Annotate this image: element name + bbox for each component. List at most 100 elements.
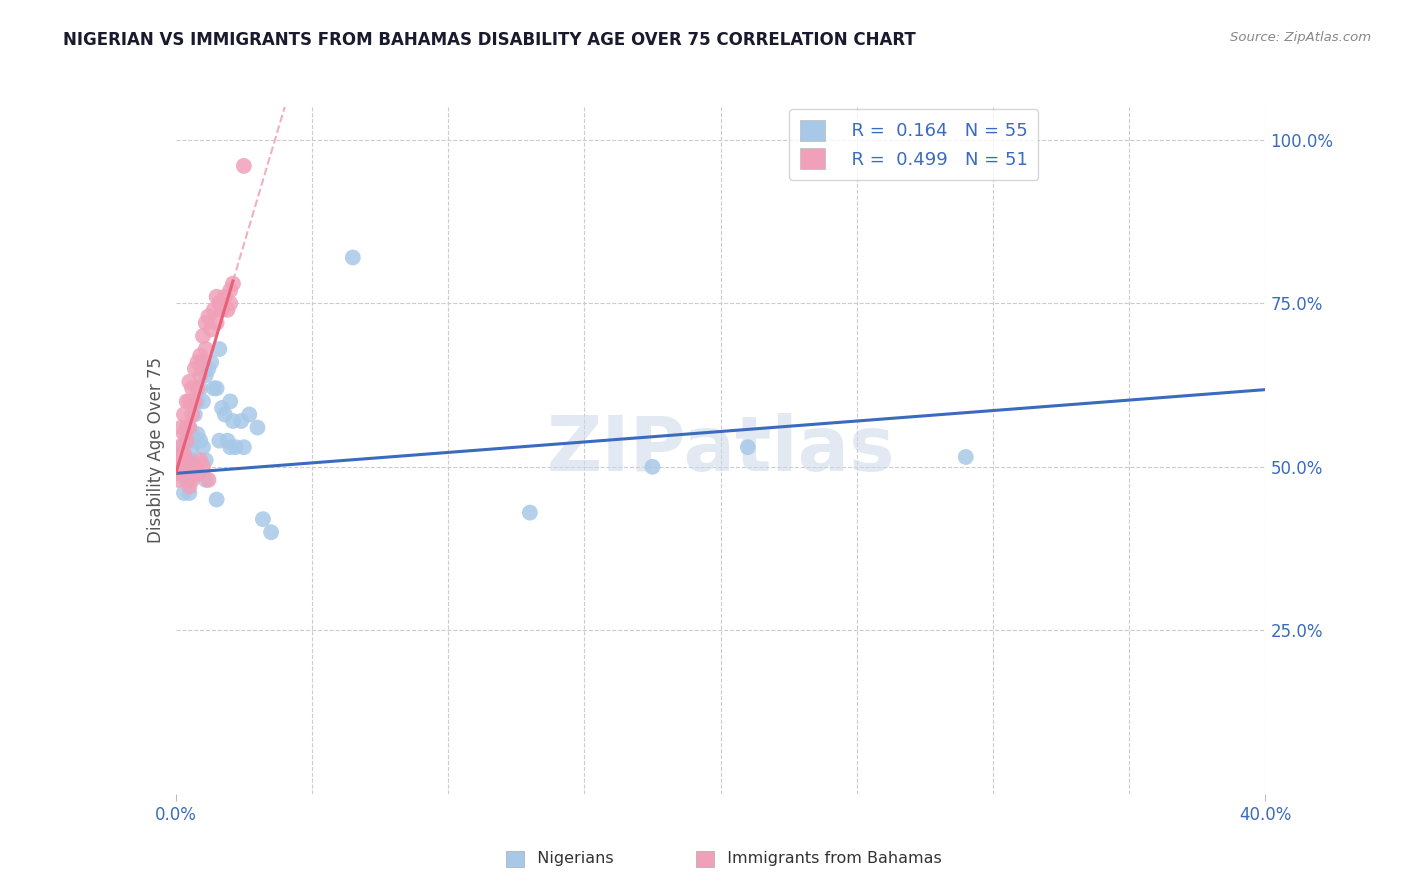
Legend:   R =  0.164   N = 55,   R =  0.499   N = 51: R = 0.164 N = 55, R = 0.499 N = 51 — [789, 109, 1039, 180]
Point — [219, 296, 242, 310]
Bar — [696, 851, 714, 867]
Point — [191, 355, 214, 369]
Point — [217, 302, 239, 317]
Point — [188, 434, 211, 448]
Point — [170, 453, 193, 467]
Point — [170, 447, 193, 461]
Point — [176, 473, 198, 487]
Point — [179, 486, 201, 500]
Point — [200, 355, 222, 369]
Point — [252, 512, 274, 526]
Point — [194, 368, 217, 383]
Point — [181, 453, 204, 467]
Text: NIGERIAN VS IMMIGRANTS FROM BAHAMAS DISABILITY AGE OVER 75 CORRELATION CHART: NIGERIAN VS IMMIGRANTS FROM BAHAMAS DISA… — [63, 31, 917, 49]
Point — [179, 394, 201, 409]
Point — [184, 361, 207, 376]
Point — [222, 277, 245, 291]
Point — [181, 473, 204, 487]
Point — [181, 381, 204, 395]
Point — [197, 473, 219, 487]
Point — [184, 434, 207, 448]
Point — [205, 316, 228, 330]
Point — [205, 492, 228, 507]
Point — [186, 355, 209, 369]
Point — [194, 316, 217, 330]
Point — [641, 459, 664, 474]
Point — [222, 414, 245, 428]
Point — [176, 420, 198, 434]
Point — [186, 467, 209, 481]
Point — [194, 342, 217, 356]
Point — [170, 440, 193, 454]
Point — [173, 427, 195, 442]
Point — [176, 453, 198, 467]
Point — [225, 440, 247, 454]
Point — [219, 394, 242, 409]
Point — [188, 453, 211, 467]
Point — [205, 290, 228, 304]
Point — [184, 467, 207, 481]
Point — [238, 408, 260, 422]
Point — [173, 408, 195, 422]
Point — [181, 440, 204, 454]
Point — [219, 283, 242, 297]
Point — [167, 453, 190, 467]
Point — [205, 381, 228, 395]
Point — [186, 427, 209, 442]
Point — [167, 467, 190, 481]
Point — [176, 434, 198, 448]
Point — [202, 302, 225, 317]
Point — [211, 302, 233, 317]
Point — [232, 159, 254, 173]
Point — [167, 440, 190, 454]
Point — [246, 420, 269, 434]
Point — [197, 310, 219, 324]
Point — [173, 486, 195, 500]
Point — [188, 349, 211, 363]
Point — [181, 427, 204, 442]
Point — [194, 453, 217, 467]
Text: ZIPatlas: ZIPatlas — [547, 414, 894, 487]
Point — [194, 473, 217, 487]
Point — [170, 420, 193, 434]
Point — [188, 381, 211, 395]
Point — [214, 408, 236, 422]
Point — [219, 440, 242, 454]
Point — [200, 322, 222, 336]
Point — [176, 459, 198, 474]
Point — [184, 408, 207, 422]
Point — [179, 453, 201, 467]
Point — [173, 447, 195, 461]
Point — [167, 473, 190, 487]
Point — [191, 355, 214, 369]
Point — [519, 506, 541, 520]
Point — [176, 394, 198, 409]
Point — [179, 434, 201, 448]
Point — [260, 525, 283, 540]
Point — [208, 296, 231, 310]
Point — [167, 453, 190, 467]
Point — [173, 459, 195, 474]
Point — [173, 467, 195, 481]
Point — [186, 394, 209, 409]
Point — [217, 434, 239, 448]
Text: Source: ZipAtlas.com: Source: ZipAtlas.com — [1230, 31, 1371, 45]
Point — [955, 450, 977, 464]
Point — [211, 401, 233, 415]
Point — [191, 440, 214, 454]
Point — [186, 381, 209, 395]
Point — [179, 420, 201, 434]
Point — [170, 459, 193, 474]
Point — [191, 329, 214, 343]
Point — [184, 459, 207, 474]
Point — [231, 414, 253, 428]
Point — [202, 381, 225, 395]
Point — [184, 394, 207, 409]
Point — [197, 361, 219, 376]
Point — [186, 467, 209, 481]
Text: Nigerians: Nigerians — [527, 851, 614, 865]
Text: Immigrants from Bahamas: Immigrants from Bahamas — [717, 851, 942, 865]
Point — [232, 440, 254, 454]
Point — [179, 375, 201, 389]
Point — [170, 467, 193, 481]
